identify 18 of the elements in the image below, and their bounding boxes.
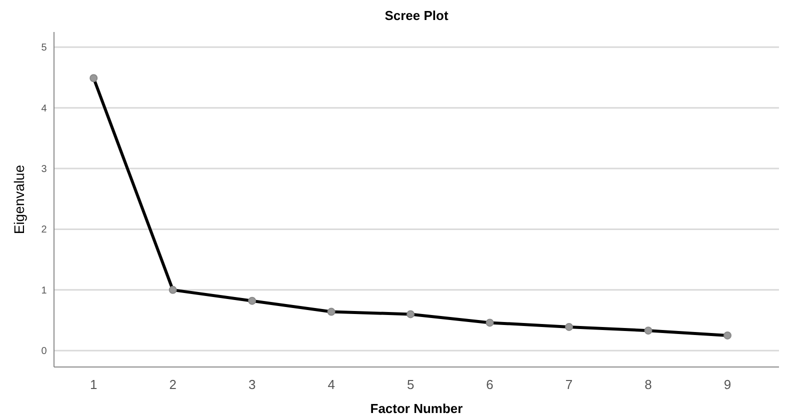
y-tick-label: 4 xyxy=(41,103,48,114)
x-tick-label: 7 xyxy=(565,377,573,392)
y-tick-label: 5 xyxy=(41,42,48,54)
x-tick-label: 9 xyxy=(724,377,732,392)
x-tick-label: 5 xyxy=(406,377,414,392)
x-tick-label: 2 xyxy=(169,377,176,392)
x-tick-label: 6 xyxy=(486,377,494,392)
y-axis-title: Eigenvalue xyxy=(11,164,27,234)
x-tick-label: 1 xyxy=(90,377,98,392)
y-tick-label: 1 xyxy=(41,285,48,296)
x-tick-label: 4 xyxy=(328,377,335,392)
y-tick-label: 0 xyxy=(41,346,48,358)
x-tick-label: 3 xyxy=(248,377,256,392)
x-tick-label: 8 xyxy=(644,377,652,392)
y-tick-label: 3 xyxy=(41,164,48,176)
y-tick-label: 2 xyxy=(41,224,48,236)
chart-title: Scree Plot xyxy=(384,8,449,23)
x-axis-title: Factor Number xyxy=(370,401,463,416)
